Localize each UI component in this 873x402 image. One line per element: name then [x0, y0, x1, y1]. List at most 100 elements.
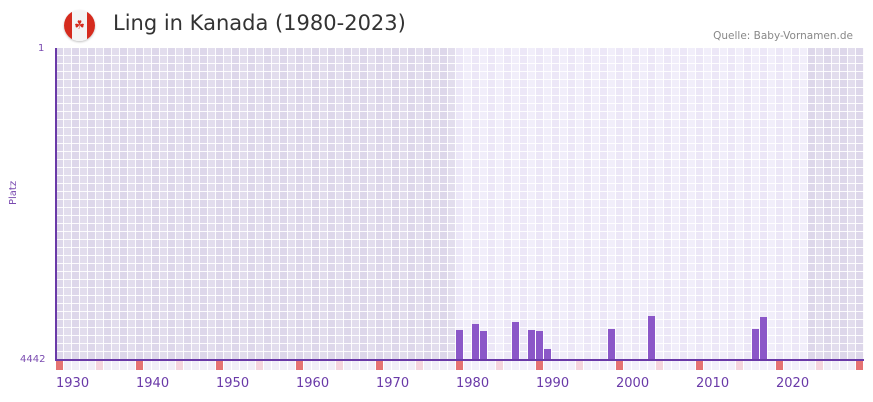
year-column [528, 48, 536, 360]
year-marker [136, 361, 143, 370]
bar-2004[interactable] [648, 316, 655, 360]
x-tick-label: 1950 [216, 376, 250, 391]
year-column [784, 48, 792, 360]
year-marker [760, 361, 767, 370]
year-marker [328, 361, 335, 370]
plot-area [56, 48, 864, 360]
year-marker [352, 361, 359, 370]
year-column [456, 48, 464, 360]
year-column [352, 48, 360, 360]
bar-1983[interactable] [480, 331, 487, 360]
bar-1989[interactable] [528, 330, 535, 360]
year-column [88, 48, 96, 360]
bar-1991[interactable] [544, 349, 551, 360]
year-marker [376, 361, 383, 370]
year-marker [744, 361, 751, 370]
year-column [216, 48, 224, 360]
year-marker [496, 361, 503, 370]
year-marker [216, 361, 223, 370]
year-column [96, 48, 104, 360]
year-marker [144, 361, 151, 370]
year-marker [304, 361, 311, 370]
year-column [440, 48, 448, 360]
year-column [272, 48, 280, 360]
year-marker [456, 361, 463, 370]
year-marker [584, 361, 591, 370]
year-column [240, 48, 248, 360]
year-column [752, 48, 760, 360]
y-axis-title: Platz [8, 180, 19, 205]
year-marker [728, 361, 735, 370]
year-marker [600, 361, 607, 370]
year-column [56, 48, 64, 360]
year-marker [680, 361, 687, 370]
year-marker [168, 361, 175, 370]
x-tick-label: 2010 [696, 376, 730, 391]
year-column [592, 48, 600, 360]
year-column [208, 48, 216, 360]
year-column [664, 48, 672, 360]
bar-1980[interactable] [456, 330, 463, 360]
year-column [680, 48, 688, 360]
year-column [672, 48, 680, 360]
source-label: Quelle: Baby-Vornamen.de [713, 30, 853, 42]
year-marker [200, 361, 207, 370]
year-column [120, 48, 128, 360]
bar-1987[interactable] [512, 322, 519, 360]
year-marker [696, 361, 703, 370]
year-column [544, 48, 552, 360]
year-marker [792, 361, 799, 370]
year-marker [808, 361, 815, 370]
x-tick-label: 1980 [456, 376, 490, 391]
year-column [368, 48, 376, 360]
year-marker [424, 361, 431, 370]
year-column [792, 48, 800, 360]
year-column [80, 48, 88, 360]
year-marker [72, 361, 79, 370]
year-column [688, 48, 696, 360]
year-marker [152, 361, 159, 370]
year-marker [768, 361, 775, 370]
y-axis-line [55, 48, 57, 361]
year-column [64, 48, 72, 360]
bar-1990[interactable] [536, 331, 543, 360]
year-marker [720, 361, 727, 370]
bar-2017[interactable] [752, 329, 759, 360]
year-marker [408, 361, 415, 370]
x-axis-line [55, 359, 864, 361]
x-tick-label: 1960 [296, 376, 330, 391]
x-tick-label: 1930 [56, 376, 90, 391]
year-column [336, 48, 344, 360]
year-marker [824, 361, 831, 370]
year-column [304, 48, 312, 360]
year-column [760, 48, 768, 360]
year-column [392, 48, 400, 360]
year-column [264, 48, 272, 360]
year-marker [624, 361, 631, 370]
year-column [800, 48, 808, 360]
year-column [256, 48, 264, 360]
year-column [600, 48, 608, 360]
x-tick-label: 1970 [376, 376, 410, 391]
year-column [568, 48, 576, 360]
bar-1999[interactable] [608, 329, 615, 360]
year-marker [704, 361, 711, 370]
year-marker [208, 361, 215, 370]
year-marker [96, 361, 103, 370]
year-column [816, 48, 824, 360]
year-marker [480, 361, 487, 370]
year-column [176, 48, 184, 360]
year-marker [392, 361, 399, 370]
year-marker [648, 361, 655, 370]
year-marker [264, 361, 271, 370]
year-column [848, 48, 856, 360]
year-marker [248, 361, 255, 370]
canada-flag-icon: ☘ [64, 10, 95, 41]
year-column [608, 48, 616, 360]
year-marker [320, 361, 327, 370]
bar-2018[interactable] [760, 317, 767, 360]
year-column [496, 48, 504, 360]
year-column [776, 48, 784, 360]
bar-1982[interactable] [472, 324, 479, 360]
year-column [424, 48, 432, 360]
